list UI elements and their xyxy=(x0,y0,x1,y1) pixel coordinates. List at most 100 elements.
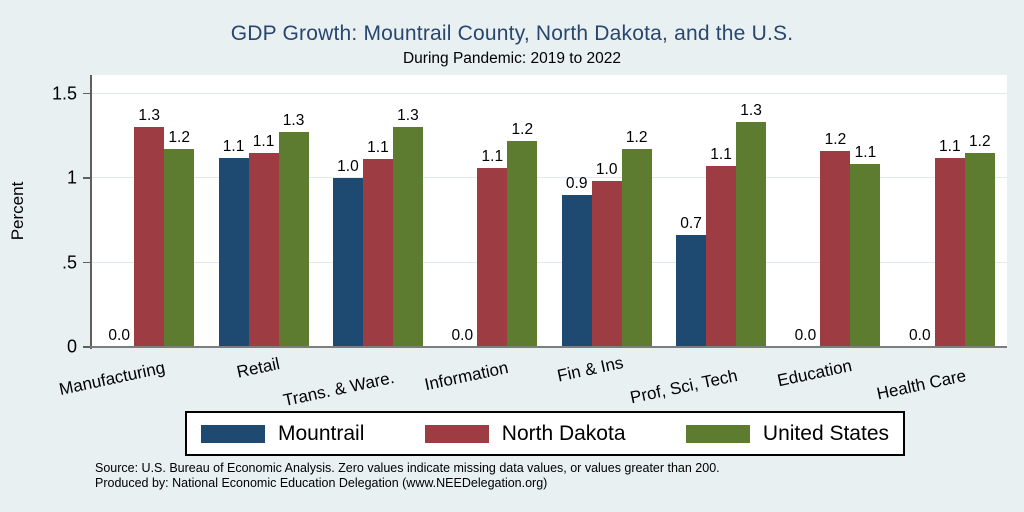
bar-slot: 1.3 xyxy=(392,107,423,347)
bar-slot: 1.0 xyxy=(591,161,622,347)
x-axis-category-label: Trans. & Ware. xyxy=(281,368,396,411)
gridline xyxy=(92,177,1007,178)
y-axis-tick xyxy=(83,346,90,348)
bar-slot: 1.1 xyxy=(477,148,508,347)
bar-slot: 0.7 xyxy=(676,215,707,347)
bar-group-trans-ware: 1.0 1.1 1.3 Trans. & Ware. xyxy=(281,75,435,410)
bar-value-label: 1.1 xyxy=(710,145,732,163)
legend-swatch xyxy=(685,424,750,443)
chart-subtitle: During Pandemic: 2019 to 2022 xyxy=(402,50,621,67)
gridline xyxy=(92,261,1007,263)
bar-north-dakota xyxy=(248,153,279,347)
bar-slot: 1.1 xyxy=(850,144,881,347)
bar-slot: 1.1 xyxy=(248,133,279,347)
bar-value-label: 0.0 xyxy=(451,326,474,344)
bar-slot: 1.2 xyxy=(964,133,995,347)
bar-value-label: 0.0 xyxy=(794,326,817,344)
bar-united-states xyxy=(507,141,538,347)
bars-layer: 0.0 1.3 1.2 Manufacturing 1.1 1.1 1.3 Retail 1.0… xyxy=(58,75,1007,410)
bar-north-dakota xyxy=(934,158,965,347)
y-axis-tick xyxy=(83,92,90,95)
chart-title: GDP Growth: Mountrail County, North Dako… xyxy=(230,22,794,45)
bar-slot: 1.1 xyxy=(934,138,965,347)
x-axis-category-label: Health Care xyxy=(875,366,968,404)
bar-slot: 1.2 xyxy=(507,121,538,347)
bar-slot: 0.9 xyxy=(561,175,592,347)
x-axis-category-label: Retail xyxy=(235,354,282,382)
bar-value-label: 1.1 xyxy=(854,143,877,161)
bar-value-label: 1.2 xyxy=(168,128,190,146)
bar-group-health-care: 0.0 1.1 1.2 Health Care xyxy=(875,75,1007,403)
bar-value-label: 1.1 xyxy=(367,138,389,156)
bar-value-label: 1.1 xyxy=(252,132,275,150)
x-axis-category-label: Fin & Ins xyxy=(555,353,625,386)
legend: Mountrail North Dakota United States xyxy=(185,411,905,456)
bar-north-dakota xyxy=(591,181,622,347)
x-axis-category-label: Manufacturing xyxy=(57,358,168,399)
bar-slot: 1.2 xyxy=(820,131,851,347)
bar-united-states xyxy=(621,149,652,347)
y-axis-tick-label: 1 xyxy=(66,167,77,188)
x-axis-line xyxy=(90,346,1007,348)
bar-slot: 1.3 xyxy=(736,102,767,347)
bar-north-dakota xyxy=(477,168,508,347)
bar-value-label: 0.0 xyxy=(108,326,130,344)
bar-slot: 1.0 xyxy=(332,158,363,347)
legend-swatch xyxy=(424,424,489,443)
legend-label: North Dakota xyxy=(501,421,626,445)
bar-group-education: 0.0 1.2 1.1 Education xyxy=(775,75,892,390)
bar-united-states xyxy=(850,164,881,347)
legend-label: Mountrail xyxy=(278,421,365,445)
bar-united-states xyxy=(964,153,995,347)
bar-value-label: 1.2 xyxy=(824,130,847,148)
x-axis-category-label: Prof, Sci, Tech xyxy=(628,366,740,408)
bar-value-label: 1.2 xyxy=(511,120,534,138)
bar-slot: 1.1 xyxy=(706,146,737,347)
bar-value-label: 1.1 xyxy=(481,147,504,165)
bar-mountrail xyxy=(218,158,249,347)
bar-north-dakota xyxy=(706,166,737,347)
bar-value-label: 1.0 xyxy=(595,160,618,178)
legend-label: United States xyxy=(762,421,889,445)
y-axis-tick xyxy=(83,177,90,179)
bar-slot: 1.1 xyxy=(362,139,393,347)
bar-group-prof-sci-tech: 0.7 1.1 1.3 Prof, Sci, Tech xyxy=(628,75,778,407)
bar-value-label: 1.1 xyxy=(939,137,961,155)
bar-slot: 1.3 xyxy=(134,107,165,347)
plot-area: 0.0 1.3 1.2 Manufacturing 1.1 1.1 1.3 Retail 1.0… xyxy=(58,75,1007,410)
bar-group-information: 0.0 1.1 1.2 Information xyxy=(423,75,549,394)
bar-united-states xyxy=(392,127,423,347)
producer-note: Produced by: National Economic Education… xyxy=(95,476,548,490)
bar-group-manufacturing: 0.0 1.3 1.2 Manufacturing xyxy=(58,75,206,399)
y-axis-tick-label: .5 xyxy=(61,252,77,272)
bar-slot: 1.2 xyxy=(621,129,652,347)
bar-value-label: 1.2 xyxy=(969,132,991,150)
bar-slot: 1.1 xyxy=(218,138,249,347)
legend-item-united-states: United States xyxy=(685,421,889,446)
bar-united-states xyxy=(736,122,767,347)
legend-swatch xyxy=(201,424,265,443)
y-axis-title: Percent xyxy=(8,181,27,241)
y-axis-line xyxy=(90,75,92,349)
bar-north-dakota xyxy=(362,159,393,347)
bar-mountrail xyxy=(332,178,363,347)
bar-north-dakota xyxy=(820,151,851,347)
x-axis-category-label: Education xyxy=(775,356,854,391)
bar-value-label: 1.3 xyxy=(740,101,762,119)
legend-item-mountrail: Mountrail xyxy=(201,422,364,446)
bar-value-label: 0.7 xyxy=(680,214,702,232)
bar-slot: 1.2 xyxy=(164,129,195,347)
bar-value-label: 1.3 xyxy=(138,106,160,124)
bar-group-retail: 1.1 1.1 1.3 Retail xyxy=(206,75,320,382)
bar-mountrail xyxy=(561,195,592,347)
bar-north-dakota xyxy=(134,127,165,347)
bar-value-label: 1.0 xyxy=(337,157,359,175)
bar-united-states xyxy=(164,149,195,347)
source-note: Source: U.S. Bureau of Economic Analysis… xyxy=(95,461,720,475)
y-axis-tick xyxy=(83,261,90,264)
bar-value-label: 1.1 xyxy=(222,137,245,155)
bar-slot: 1.3 xyxy=(278,112,309,347)
bar-value-label: 1.3 xyxy=(282,111,305,129)
y-axis-tick-label: 0 xyxy=(66,336,77,357)
